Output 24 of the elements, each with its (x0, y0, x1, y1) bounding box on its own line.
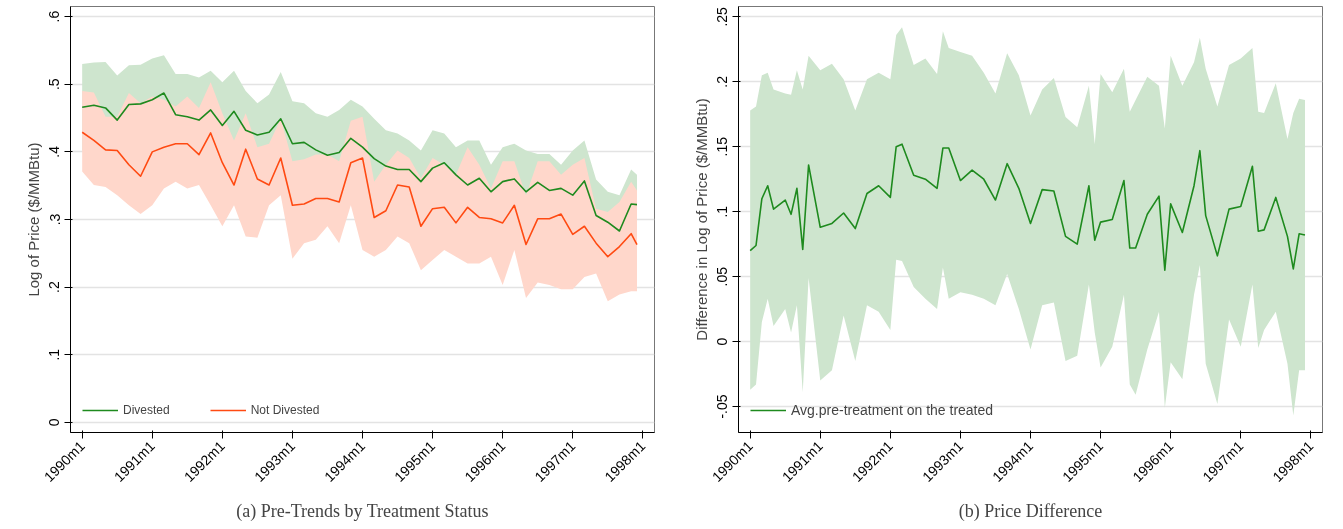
y-tick-label: .5 (46, 78, 63, 91)
text: (a) Pre-Trends by Treatment Status (236, 500, 489, 522)
y-tick-label: .1 (46, 348, 63, 361)
line-series (81, 92, 638, 232)
y-tick-label: 0 (714, 337, 731, 346)
legend-label: Not Divested (250, 403, 320, 417)
y-tick-label: .15 (714, 136, 731, 157)
y-axis-title: Difference in Log of Price ($/MMBtu) (692, 98, 710, 341)
y-tick-label: .1 (714, 205, 731, 218)
y-tick-label: .3 (46, 213, 63, 226)
y-tick-label: .05 (714, 266, 731, 287)
y-tick-label: .25 (714, 6, 731, 27)
y-tick-label: .4 (46, 145, 63, 158)
y-tick-label: .6 (46, 10, 63, 23)
y-tick-label: 0 (46, 418, 63, 427)
line-series (749, 143, 1306, 271)
y-tick-label: .2 (46, 281, 63, 293)
legend-label: Divested (123, 403, 170, 417)
y-tick-label: .2 (714, 75, 731, 88)
line-series (81, 131, 638, 258)
y-axis-title: Log of Price ($/MMBtu) (24, 142, 42, 297)
y-tick-label: -.05 (714, 394, 731, 419)
text: (b) Price Difference (958, 500, 1103, 522)
legend-label: Avg.pre-treatment on the treated (791, 402, 994, 418)
